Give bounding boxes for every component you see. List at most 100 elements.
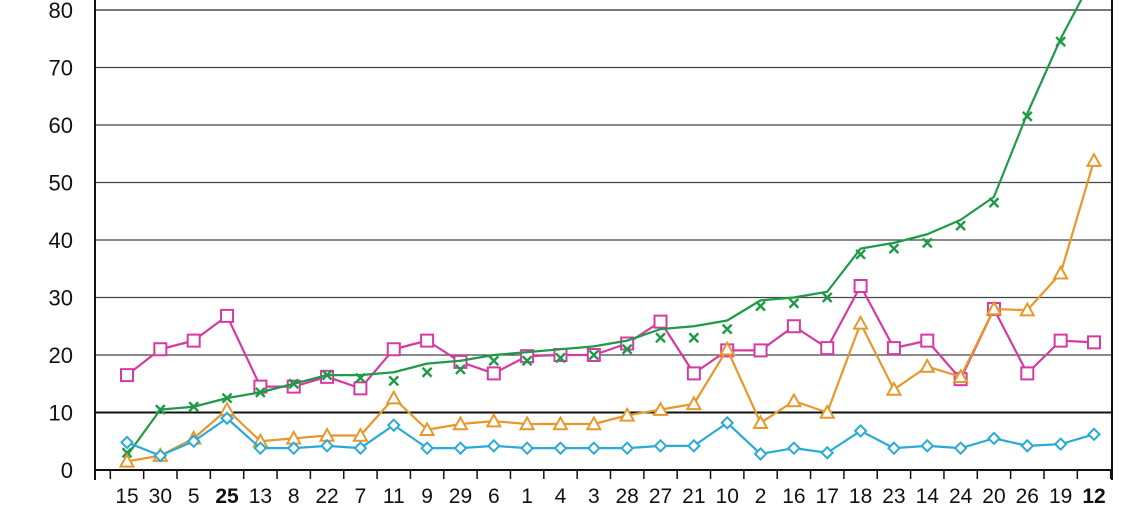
data-point-diamond bbox=[920, 438, 935, 453]
data-point-x bbox=[721, 323, 733, 335]
y-tick-label: 70 bbox=[49, 56, 73, 81]
axes bbox=[94, 0, 1113, 480]
x-tick-label: 6 bbox=[488, 485, 500, 508]
series-diamond bbox=[120, 411, 1101, 463]
data-point-x bbox=[655, 332, 666, 344]
data-point-triangle bbox=[819, 403, 836, 419]
data-point-x bbox=[588, 349, 600, 361]
data-point-diamond bbox=[653, 438, 668, 453]
data-point-x bbox=[688, 332, 700, 344]
x-tick-label: 13 bbox=[249, 485, 272, 508]
data-point-triangle bbox=[952, 368, 969, 384]
data-point-triangle bbox=[618, 406, 636, 422]
data-point-diamond bbox=[386, 418, 401, 433]
data-point-triangle bbox=[785, 392, 803, 408]
data-point-triangle bbox=[118, 452, 136, 468]
x-tick-label: 12 bbox=[1082, 485, 1105, 508]
data-point-diamond bbox=[153, 448, 168, 463]
data-point-square bbox=[886, 341, 901, 356]
data-point-diamond bbox=[586, 441, 601, 456]
data-point-diamond bbox=[486, 438, 501, 453]
x-tick-label: 7 bbox=[355, 485, 367, 508]
series-x bbox=[121, 0, 1083, 459]
x-tick-label: 17 bbox=[816, 485, 839, 508]
data-point-triangle bbox=[385, 389, 402, 405]
series-line bbox=[126, 417, 1095, 457]
y-tick-labels: 0 10 20 30 40 50 60 70 80 bbox=[49, 0, 73, 483]
x-tick-label: 5 bbox=[188, 485, 200, 508]
data-point-diamond bbox=[186, 434, 201, 449]
data-point-x bbox=[321, 369, 333, 381]
data-point-diamond bbox=[887, 441, 901, 456]
data-point-x bbox=[221, 392, 233, 404]
data-point-triangle bbox=[485, 412, 502, 428]
data-point-square bbox=[420, 333, 435, 348]
data-point-square bbox=[753, 343, 768, 358]
data-point-diamond bbox=[553, 441, 568, 456]
data-point-x bbox=[555, 352, 566, 364]
x-tick-label: 2 bbox=[755, 485, 767, 508]
x-tick-label: 22 bbox=[315, 485, 338, 508]
x-tick-label: 9 bbox=[421, 485, 433, 508]
data-point-x bbox=[921, 237, 933, 249]
data-point-x bbox=[421, 366, 433, 378]
data-point-x bbox=[288, 378, 300, 390]
data-point-square bbox=[220, 308, 235, 323]
x-tick-label: 10 bbox=[716, 485, 739, 508]
data-point-triangle bbox=[719, 340, 736, 356]
y-tick-label: 10 bbox=[49, 401, 73, 426]
data-point-triangle bbox=[352, 426, 369, 442]
data-point-triangle bbox=[518, 415, 536, 431]
data-point-square bbox=[386, 342, 401, 357]
data-point-triangle bbox=[685, 395, 703, 411]
x-tick-label: 24 bbox=[949, 485, 973, 508]
data-point-square bbox=[1087, 335, 1101, 350]
data-point-square bbox=[186, 333, 201, 348]
data-point-diamond bbox=[720, 415, 735, 430]
y-tick-label: 50 bbox=[49, 171, 73, 196]
data-point-x bbox=[621, 343, 633, 355]
data-point-triangle bbox=[585, 415, 603, 431]
data-point-triangle bbox=[885, 380, 903, 396]
data-point-x bbox=[154, 404, 166, 415]
data-point-diamond bbox=[1053, 437, 1068, 452]
x-tick-label: 23 bbox=[882, 485, 905, 508]
data-point-x bbox=[388, 375, 400, 387]
data-point-diamond bbox=[987, 431, 1001, 446]
data-point-x bbox=[755, 300, 766, 312]
x-tick-label: 25 bbox=[215, 485, 239, 508]
data-point-x bbox=[488, 355, 500, 367]
data-point-triangle bbox=[1085, 152, 1103, 167]
data-point-square bbox=[120, 368, 134, 383]
data-point-x bbox=[455, 364, 466, 375]
x-tick-label: 16 bbox=[782, 485, 805, 508]
y-tick-label: 0 bbox=[61, 458, 73, 483]
data-point-diamond bbox=[1020, 438, 1035, 453]
data-point-x bbox=[855, 249, 866, 260]
data-point-x bbox=[955, 220, 966, 231]
x-tick-label: 28 bbox=[615, 485, 638, 508]
x-tick-label: 15 bbox=[115, 485, 138, 508]
data-point-x bbox=[521, 355, 533, 367]
data-point-diamond bbox=[1087, 427, 1101, 442]
data-point-diamond bbox=[286, 441, 301, 456]
y-tick-label: 30 bbox=[49, 286, 73, 311]
data-point-diamond bbox=[420, 441, 435, 456]
data-point-diamond bbox=[520, 441, 535, 456]
data-point-square bbox=[686, 366, 701, 381]
series-line bbox=[126, 0, 1083, 457]
data-point-triangle bbox=[452, 415, 469, 431]
data-point-square bbox=[486, 366, 501, 381]
x-tick-label: 27 bbox=[649, 485, 672, 508]
data-point-square bbox=[653, 314, 668, 329]
data-point-diamond bbox=[120, 435, 134, 450]
data-point-x bbox=[788, 297, 800, 309]
data-point-square bbox=[153, 342, 168, 357]
x-tick-label: 11 bbox=[383, 485, 405, 508]
data-point-square bbox=[786, 319, 801, 334]
data-point-x bbox=[1021, 111, 1033, 122]
x-tick-labels: 15 30 5 25 13 8 22 7 11 9 29 6 1 4 3 28 27 21 10 2 16 17 18 23 1… bbox=[115, 485, 1105, 508]
x-tick-label: 21 bbox=[682, 485, 705, 508]
